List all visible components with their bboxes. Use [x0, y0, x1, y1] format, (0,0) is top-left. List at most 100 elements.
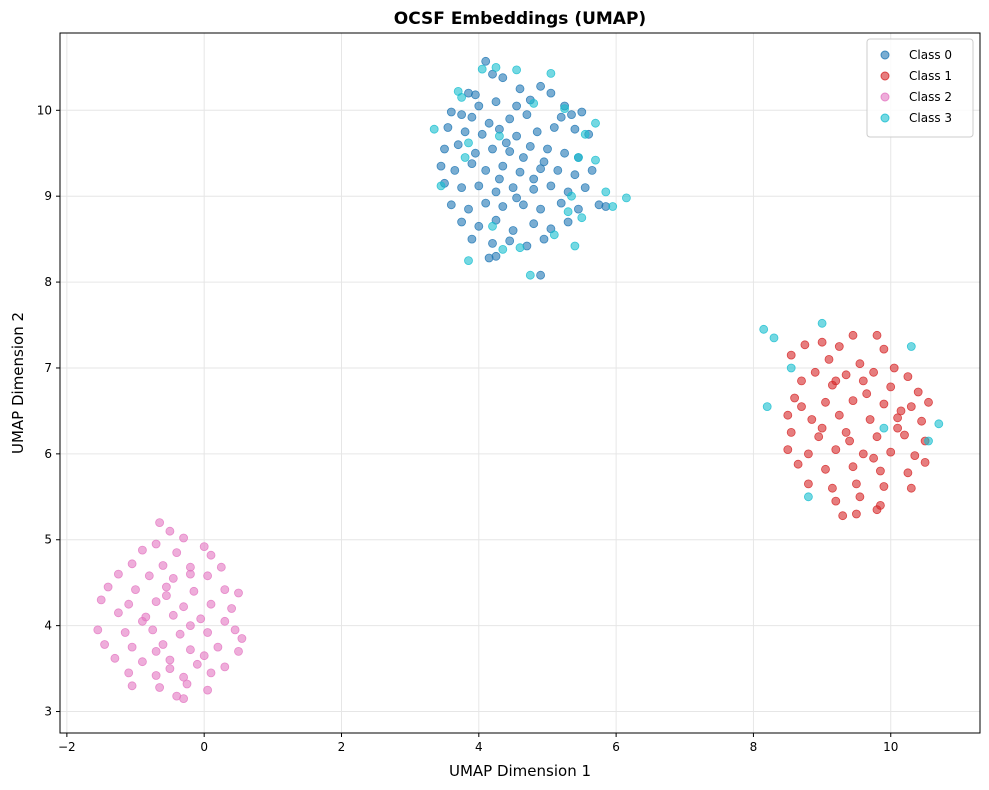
x-tick-label: 6 — [612, 740, 620, 754]
legend: Class 0 Class 1 Class 2 Class 3 — [866, 38, 974, 138]
point-class-1 — [831, 445, 841, 455]
point-class-0 — [488, 238, 497, 248]
point-class-1 — [858, 449, 868, 459]
point-class-0 — [577, 107, 587, 117]
point-class-2 — [114, 569, 123, 579]
point-class-2 — [131, 585, 140, 594]
point-class-1 — [848, 396, 858, 406]
point-class-2 — [189, 586, 199, 596]
point-class-1 — [841, 427, 851, 437]
point-class-0 — [556, 112, 566, 122]
point-class-3 — [879, 423, 889, 433]
point-class-0 — [570, 124, 580, 134]
point-class-3 — [525, 270, 535, 280]
point-class-0 — [529, 174, 539, 184]
point-class-0 — [543, 144, 552, 154]
point-class-0 — [549, 123, 559, 132]
point-class-0 — [532, 127, 542, 137]
point-class-2 — [110, 653, 120, 663]
legend-label-class-2: Class 2 — [909, 90, 952, 104]
point-class-2 — [206, 550, 216, 560]
point-class-2 — [161, 582, 171, 592]
point-class-1 — [893, 423, 902, 433]
point-class-3 — [786, 363, 796, 373]
point-class-2 — [155, 518, 165, 527]
point-class-0 — [512, 131, 521, 141]
point-class-2 — [175, 629, 185, 639]
y-tick-label: 7 — [44, 361, 52, 375]
point-class-0 — [519, 200, 528, 210]
point-class-3 — [477, 64, 487, 74]
point-class-1 — [903, 468, 913, 478]
point-class-1 — [858, 376, 868, 386]
point-class-0 — [481, 56, 491, 66]
point-class-2 — [168, 610, 178, 620]
point-class-3 — [498, 244, 508, 254]
x-tick-label: 4 — [475, 740, 483, 754]
point-class-0 — [512, 193, 521, 203]
point-class-1 — [824, 354, 834, 364]
point-class-1 — [831, 376, 841, 386]
point-class-0 — [574, 204, 583, 214]
point-class-2 — [230, 625, 240, 635]
point-class-0 — [539, 157, 549, 167]
point-class-0 — [522, 110, 532, 119]
point-class-0 — [470, 148, 480, 158]
point-class-0 — [501, 138, 511, 148]
point-class-1 — [821, 464, 830, 474]
point-class-0 — [536, 81, 545, 91]
point-class-1 — [886, 447, 896, 457]
point-class-0 — [436, 161, 446, 171]
point-class-0 — [467, 234, 477, 244]
point-class-3 — [574, 153, 583, 162]
point-class-3 — [817, 318, 827, 328]
point-class-3 — [804, 492, 813, 502]
y-axis-label: UMAP Dimension 2 — [9, 312, 27, 454]
point-class-3 — [924, 436, 933, 446]
point-class-2 — [158, 640, 168, 649]
point-class-0 — [491, 97, 501, 107]
point-class-0 — [484, 253, 494, 263]
point-class-2 — [237, 634, 247, 643]
point-class-3 — [491, 63, 501, 72]
point-class-0 — [474, 221, 484, 231]
point-class-2 — [203, 685, 213, 695]
point-class-1 — [841, 370, 851, 380]
point-class-3 — [429, 124, 439, 134]
point-class-0 — [474, 181, 484, 191]
point-class-3 — [601, 187, 611, 197]
point-class-1 — [896, 406, 906, 416]
point-class-0 — [481, 198, 491, 208]
y-tick-label: 6 — [44, 447, 52, 461]
point-class-1 — [910, 451, 920, 461]
point-class-1 — [783, 410, 793, 420]
point-class-0 — [460, 127, 470, 137]
point-class-3 — [464, 138, 473, 148]
point-class-3 — [759, 324, 769, 334]
point-class-2 — [151, 671, 161, 680]
legend-label-class-1: Class 1 — [909, 69, 952, 83]
point-class-3 — [515, 243, 525, 253]
point-class-0 — [567, 110, 576, 119]
point-class-3 — [577, 213, 587, 223]
point-class-1 — [893, 413, 902, 423]
point-class-0 — [546, 88, 556, 98]
point-class-2 — [182, 679, 192, 689]
point-class-0 — [536, 164, 545, 174]
point-class-1 — [879, 399, 889, 409]
point-class-2 — [165, 526, 175, 536]
x-tick-label: 2 — [338, 740, 346, 754]
y-tick-label: 10 — [37, 103, 52, 117]
point-class-2 — [185, 645, 195, 655]
point-class-3 — [460, 153, 470, 162]
point-class-2 — [151, 647, 161, 656]
point-class-0 — [560, 148, 569, 158]
point-class-2 — [179, 694, 189, 703]
x-tick-label: 10 — [883, 740, 898, 754]
point-class-3 — [563, 207, 573, 217]
point-class-3 — [567, 191, 576, 201]
point-class-2 — [165, 655, 175, 665]
point-class-0 — [477, 129, 487, 139]
point-class-2 — [179, 533, 189, 543]
